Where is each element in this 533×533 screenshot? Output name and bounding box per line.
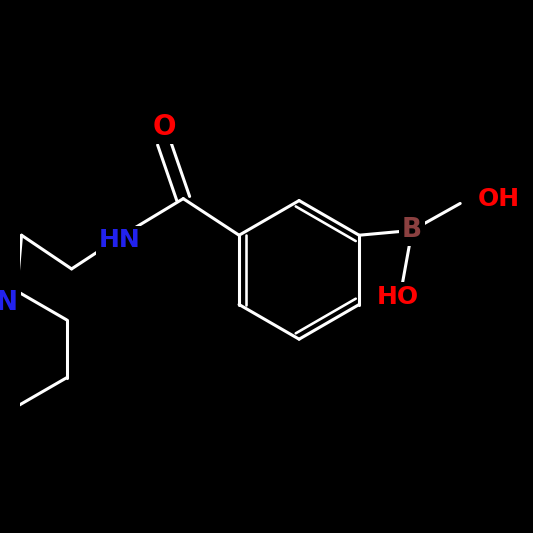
Text: N: N xyxy=(0,289,18,316)
Text: OH: OH xyxy=(478,187,520,211)
Text: HN: HN xyxy=(99,228,141,252)
Text: HO: HO xyxy=(376,285,419,309)
Text: B: B xyxy=(402,217,422,244)
Text: O: O xyxy=(152,114,176,141)
